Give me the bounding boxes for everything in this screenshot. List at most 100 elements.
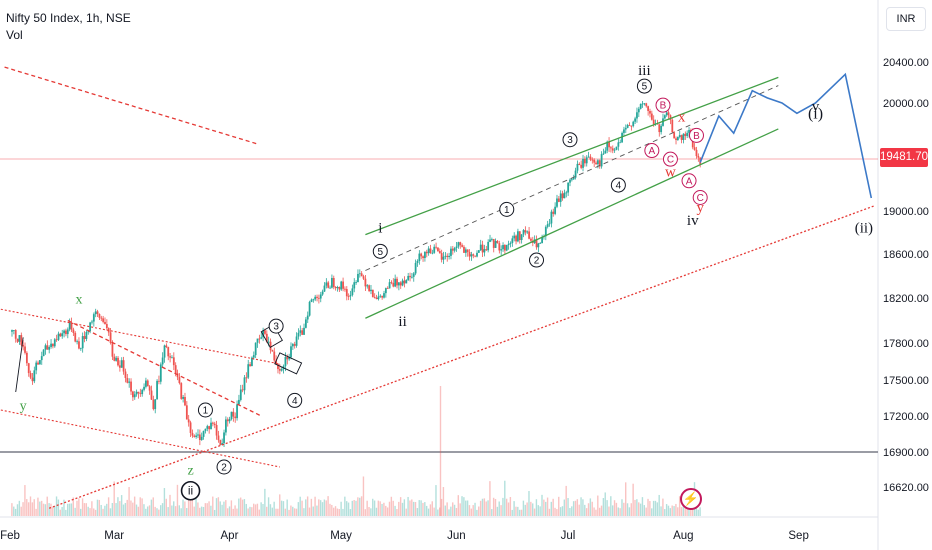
- volume-bar: [453, 504, 456, 516]
- volume-bar: [234, 505, 236, 516]
- volume-bar: [329, 503, 331, 516]
- volume-bar: [582, 499, 584, 516]
- candle-body: [249, 364, 251, 366]
- volume-bar: [137, 506, 140, 516]
- pattern-box: [274, 352, 303, 375]
- candle-body: [697, 156, 700, 158]
- candle-body: [236, 404, 238, 419]
- volume-bar: [176, 484, 179, 516]
- candle-body: [557, 198, 560, 202]
- candle-body: [275, 360, 278, 365]
- candle-body: [680, 135, 683, 140]
- candle-body: [130, 381, 132, 392]
- candle-body: [397, 282, 400, 286]
- volume-bar: [611, 505, 614, 516]
- volume-bar: [625, 482, 627, 516]
- candle-body: [673, 132, 676, 139]
- volume-bar: [535, 499, 538, 516]
- lightning-icon[interactable]: ⚡: [680, 488, 702, 510]
- candle-body: [141, 389, 144, 395]
- volume-bar: [154, 506, 156, 516]
- volume-bar: [589, 498, 592, 516]
- wave-label-circle: [216, 459, 232, 475]
- candle-body: [117, 357, 119, 366]
- volume-bar: [321, 502, 324, 516]
- candle-body: [639, 104, 642, 109]
- candle-body: [59, 333, 62, 337]
- candle-body: [377, 296, 380, 300]
- currency-unit-button[interactable]: INR: [886, 7, 926, 31]
- volume-bar: [150, 499, 153, 516]
- volume-bar: [399, 497, 402, 516]
- last-price-badge: 19481.70: [880, 148, 928, 167]
- volume-bar: [492, 497, 495, 516]
- wave-label: C: [667, 155, 674, 166]
- volume-bar: [411, 499, 413, 516]
- candle-body: [167, 347, 170, 357]
- candle-body: [198, 434, 201, 441]
- candle-body: [676, 136, 679, 140]
- chart-header: Nifty 50 Index, 1h, NSE Vol: [6, 10, 131, 44]
- candle-body: [630, 125, 633, 127]
- candle-body: [476, 252, 478, 257]
- volume-bar: [466, 500, 469, 516]
- candle-body: [472, 254, 475, 256]
- volume-bar: [113, 481, 115, 516]
- wave-label: A: [686, 176, 693, 187]
- candle-body: [485, 249, 488, 251]
- candle-body: [31, 377, 34, 382]
- volume-bar: [383, 502, 385, 516]
- volume-bar: [364, 509, 366, 516]
- candle-body: [118, 365, 121, 368]
- volume-bar: [267, 497, 270, 516]
- candle-body: [688, 130, 690, 133]
- symbol-title[interactable]: Nifty 50 Index, 1h, NSE: [6, 11, 131, 25]
- volume-bar: [518, 509, 521, 516]
- volume-bar: [141, 498, 143, 516]
- candle-body: [280, 369, 283, 371]
- candle-body: [623, 129, 625, 133]
- volume-legend[interactable]: Vol: [6, 28, 23, 42]
- candle-body: [52, 343, 54, 347]
- volume-bar: [418, 500, 420, 516]
- time-tick-label: Apr: [221, 530, 239, 542]
- candle-body: [362, 276, 365, 279]
- volume-bar: [119, 501, 121, 516]
- candle-body: [40, 356, 43, 361]
- channel-mid-line: [365, 85, 779, 271]
- candle-body: [208, 426, 211, 430]
- volume-bar: [511, 509, 513, 516]
- volume-bar: [148, 505, 151, 516]
- volume-bar: [236, 508, 238, 516]
- volume-bar: [323, 499, 326, 516]
- volume-bar: [580, 497, 582, 516]
- volume-bar: [405, 508, 407, 516]
- candle-body: [135, 391, 138, 395]
- candle-body: [126, 377, 129, 383]
- candle-body: [593, 159, 596, 163]
- time-tick-label: Feb: [0, 530, 20, 542]
- candle-body: [306, 315, 309, 320]
- volume-bar: [65, 509, 67, 516]
- candle-body: [643, 103, 646, 105]
- candle-body: [459, 242, 462, 246]
- volume-bar: [232, 508, 234, 516]
- candle-body: [502, 245, 504, 250]
- volume-bar: [539, 506, 541, 516]
- volume-bar: [61, 506, 63, 516]
- volume-bar: [191, 497, 194, 516]
- candle-body: [278, 369, 281, 371]
- candle-body: [682, 133, 685, 140]
- lower-trendline: [48, 204, 876, 509]
- volume-bar: [269, 504, 272, 516]
- volume-bar: [485, 501, 487, 516]
- candle-body: [16, 338, 19, 342]
- candle-body: [595, 162, 597, 165]
- candle-body: [137, 391, 140, 394]
- volume-bar: [195, 484, 197, 516]
- volume-bar: [284, 508, 287, 516]
- volume-bar: [645, 507, 647, 516]
- volume-bar: [208, 501, 210, 516]
